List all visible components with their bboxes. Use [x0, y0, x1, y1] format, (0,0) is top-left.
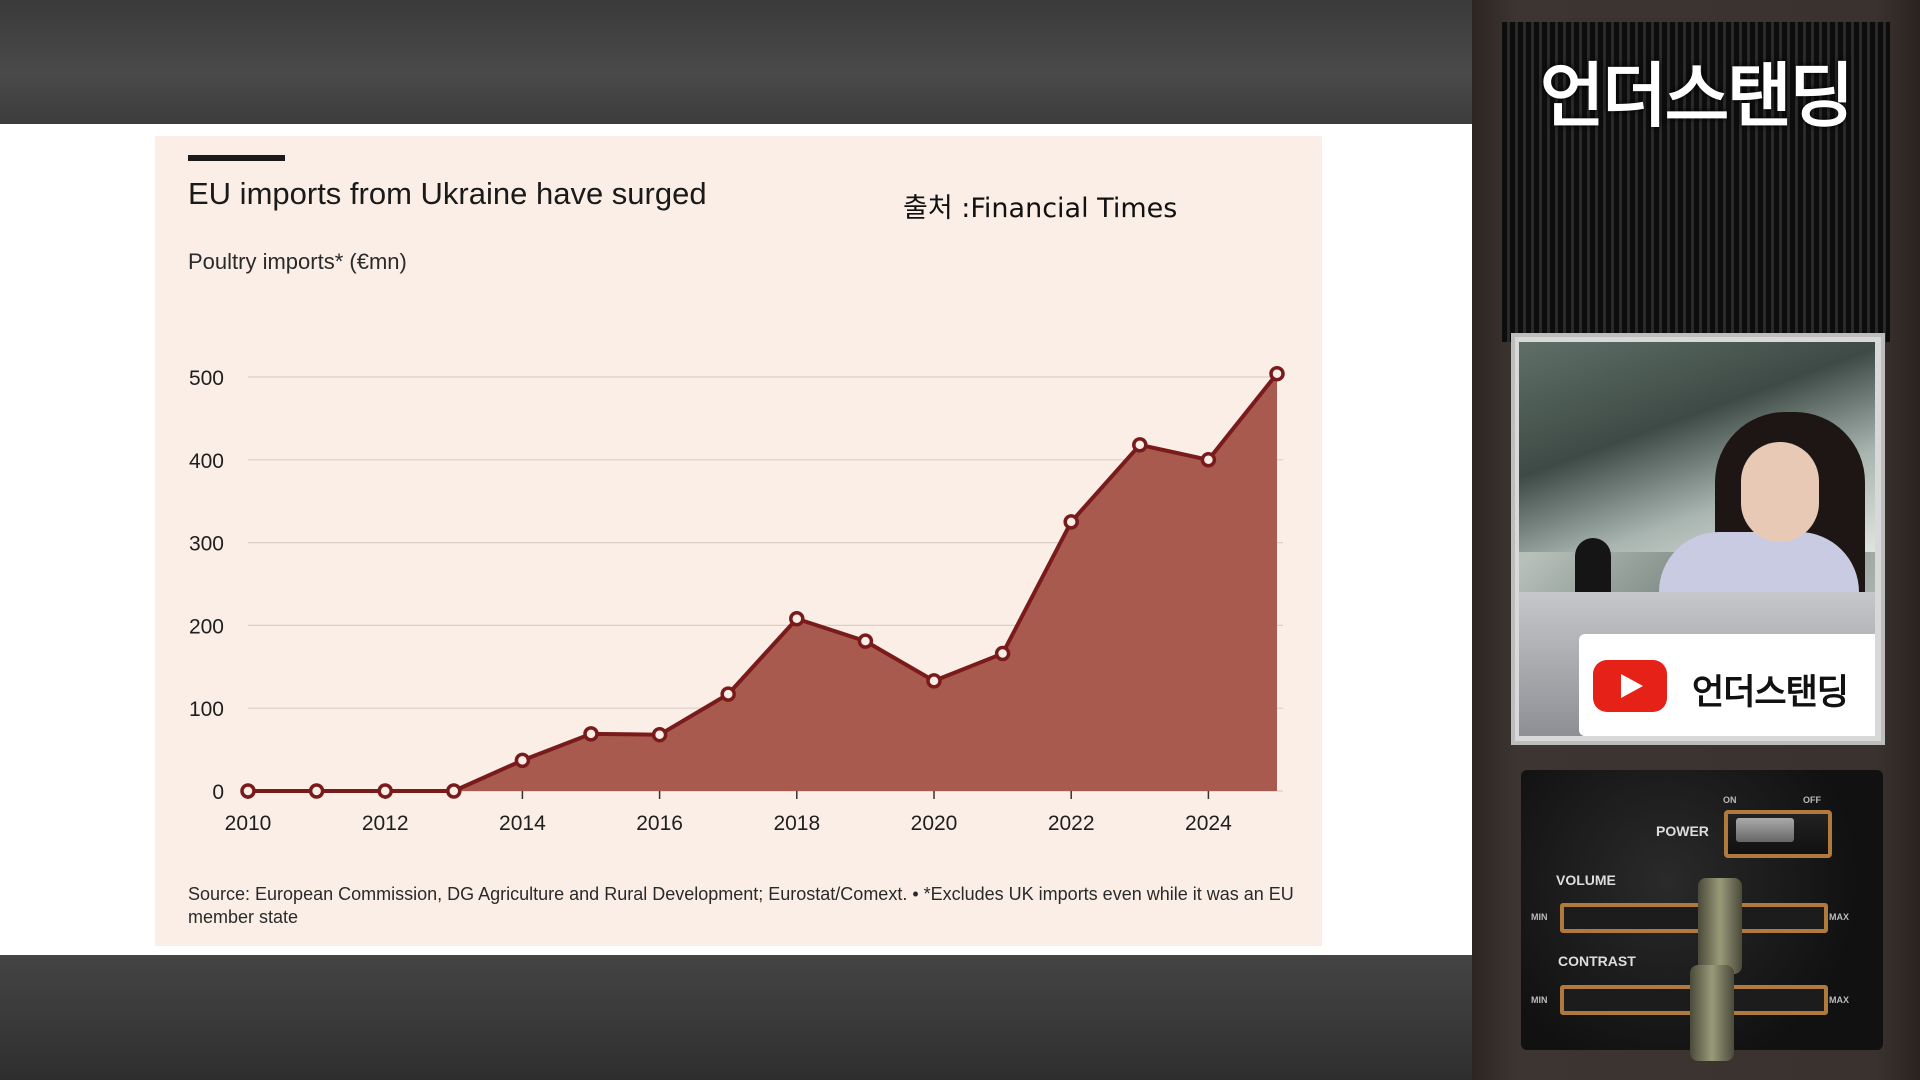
volume-max-label: MAX	[1829, 912, 1849, 922]
x-tick-label: 2010	[225, 812, 272, 835]
contrast-min-label: MIN	[1531, 995, 1548, 1005]
bottom-backdrop	[0, 955, 1472, 1080]
data-point	[1200, 452, 1217, 468]
volume-slider-thumb[interactable]	[1698, 878, 1742, 974]
data-point	[926, 673, 942, 689]
x-tick-label: 2014	[499, 812, 546, 835]
data-point	[308, 783, 325, 799]
top-backdrop	[0, 0, 1472, 124]
on-label: ON	[1723, 795, 1737, 805]
y-tick-label: 300	[189, 533, 224, 556]
data-point	[1132, 437, 1148, 453]
source-credit: 출처 :Financial Times	[903, 193, 1178, 224]
data-point	[377, 783, 393, 799]
x-tick-label: 2024	[1185, 812, 1232, 835]
off-label: OFF	[1803, 795, 1821, 805]
volume-label: VOLUME	[1556, 872, 1616, 888]
series-line	[248, 372, 1279, 793]
x-tick-label: 2022	[1048, 812, 1095, 835]
y-tick-label: 500	[189, 367, 224, 390]
x-tick-label: 2018	[773, 812, 820, 835]
x-tick-label: 2016	[636, 812, 683, 835]
title-accent-bar	[188, 155, 285, 161]
y-tick-label: 0	[212, 781, 224, 804]
presenter-face	[1741, 442, 1819, 542]
data-point	[1269, 365, 1285, 382]
chart-title: EU imports from Ukraine have surged	[188, 176, 707, 211]
lower-third-title: 언더스탠딩	[1692, 673, 1849, 713]
volume-slider-track[interactable]	[1560, 903, 1828, 933]
area-fill	[248, 373, 1277, 791]
chart-subtitle: Poultry imports* (€mn)	[188, 249, 407, 274]
x-tick-label: 2012	[362, 812, 409, 835]
volume-min-label: MIN	[1531, 912, 1548, 922]
contrast-max-label: MAX	[1829, 995, 1849, 1005]
data-point	[994, 645, 1011, 662]
data-point	[583, 726, 599, 742]
webcam-feed	[1519, 342, 1875, 736]
striped-backdrop	[1502, 22, 1890, 342]
data-point	[240, 783, 256, 799]
data-point	[789, 611, 805, 627]
youtube-play-icon	[1593, 660, 1667, 712]
data-point	[857, 633, 874, 649]
data-point	[514, 752, 531, 769]
channel-logo: 언더스탠딩	[1540, 55, 1854, 137]
power-label: POWER	[1656, 823, 1709, 839]
power-switch-knob[interactable]	[1736, 818, 1794, 842]
data-point	[720, 686, 736, 702]
y-tick-label: 100	[189, 698, 224, 721]
contrast-label: CONTRAST	[1558, 953, 1636, 969]
contrast-slider-thumb[interactable]	[1690, 965, 1734, 1061]
chart-footnote: Source: European Commission, DG Agricult…	[188, 884, 1294, 927]
data-point	[446, 783, 462, 799]
y-tick-label: 400	[189, 450, 224, 473]
data-point	[651, 726, 668, 743]
data-point	[1063, 514, 1079, 530]
area-chart: 0 100 200 300 400 500 2010 2012 2014 2016 2018 2020…	[189, 365, 1285, 835]
x-tick-label: 2020	[911, 812, 958, 835]
y-tick-label: 200	[189, 615, 224, 638]
